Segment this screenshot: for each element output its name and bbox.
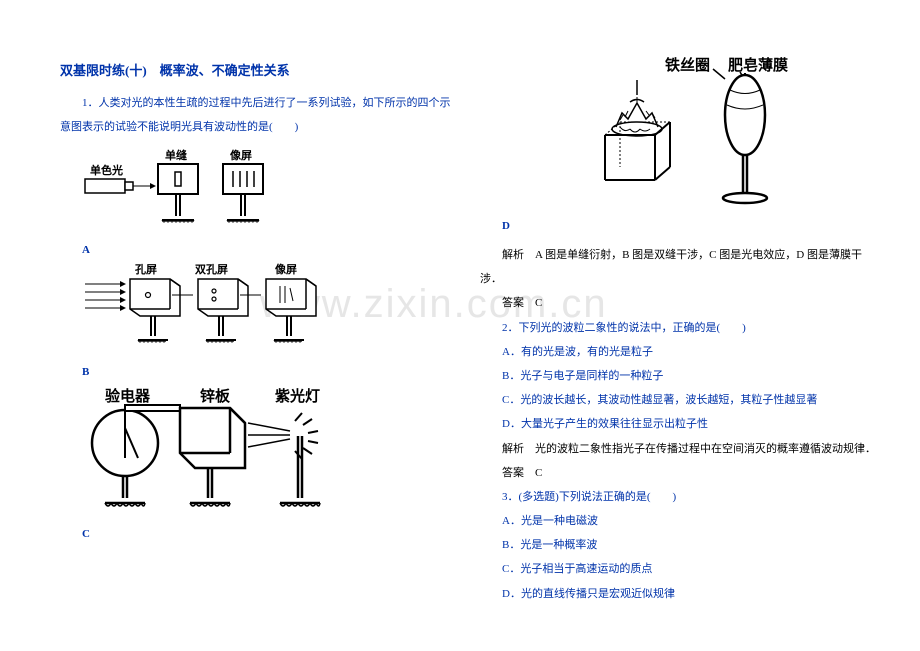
diagram-a: 单色光 单缝 像屏 [80, 144, 460, 239]
labB-screen: 像屏 [275, 262, 297, 276]
diagram-c: 验电器 锌板 紫光灯 [80, 383, 460, 523]
labA-screen: 像屏 [230, 148, 252, 162]
right-column: 铁丝圈 肥皂薄膜 [480, 50, 880, 606]
q1-answer: 答案 C [480, 291, 880, 315]
q2-c: C．光的波长越长，其波动性越显著，波长越短，其粒子性越显著 [480, 388, 880, 412]
diagram-b-svg: 孔屏 双孔屏 像屏 [80, 261, 340, 356]
labD-ring: 铁丝圈 [665, 56, 710, 74]
q2-answer: 答案 C [480, 461, 880, 485]
q3-c: C．光子相当于高速运动的质点 [480, 557, 880, 581]
opt-a: A [60, 244, 460, 256]
diagram-d: 铁丝圈 肥皂薄膜 [590, 55, 880, 215]
q3-d: D．光的直线传播只是宏观近似规律 [480, 582, 880, 606]
q2-b: B．光子与电子是同样的一种粒子 [480, 364, 880, 388]
opt-b: B [60, 366, 460, 378]
q2-analysis: 解析 光的波粒二象性指光子在传播过程中在空间消灭的概率遵循波动规律． [480, 437, 880, 461]
q2-stem: 2．下列光的波粒二象性的说法中，正确的是( ) [480, 316, 880, 340]
labC-zinc: 锌板 [200, 387, 231, 405]
opt-d: D [480, 220, 880, 232]
diagram-c-svg: 验电器 锌板 紫光灯 [80, 383, 360, 518]
q3-stem: 3．(多选题)下列说法正确的是( ) [480, 485, 880, 509]
labB-hole: 孔屏 [135, 263, 157, 276]
q2-a: A．有的光是波，有的光是粒子 [480, 340, 880, 364]
left-column: 双基限时练(十) 概率波、不确定性关系 1．人类对光的本性生疏的过程中先后进行了… [60, 60, 460, 543]
diagram-d-svg: 铁丝圈 肥皂薄膜 [590, 55, 820, 210]
labA-slit: 单缝 [165, 148, 187, 162]
labB-double: 双孔屏 [195, 263, 228, 276]
labC-uv: 紫光灯 [275, 387, 320, 405]
labA-mono: 单色光 [90, 163, 123, 177]
q2-d: D．大量光子产生的效果往往显示出粒子性 [480, 412, 880, 436]
page-title: 双基限时练(十) 概率波、不确定性关系 [60, 60, 460, 79]
q1-stem: 1．人类对光的本性生疏的过程中先后进行了一系列试验，如下所示的四个示意图表示的试… [60, 91, 460, 139]
labD-soap: 肥皂薄膜 [728, 56, 788, 74]
opt-c: C [60, 528, 460, 540]
diagram-a-svg: 单色光 单缝 像屏 [80, 144, 300, 234]
labC-elec: 验电器 [105, 387, 151, 405]
diagram-b: 孔屏 双孔屏 像屏 [80, 261, 460, 361]
q3-a: A．光是一种电磁波 [480, 509, 880, 533]
q3-b: B．光是一种概率波 [480, 533, 880, 557]
q1-analysis: 解析 A 图是单缝衍射，B 图是双缝干涉，C 图是光电效应，D 图是薄膜干涉． [480, 243, 880, 291]
